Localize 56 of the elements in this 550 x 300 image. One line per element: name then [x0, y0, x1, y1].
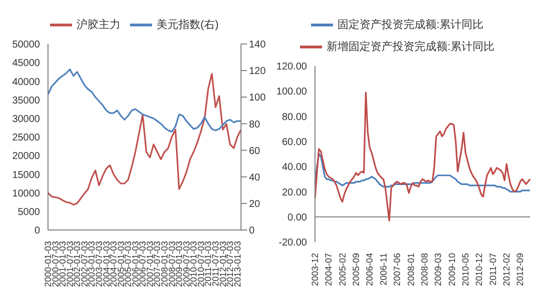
y-tick-label: 15000: [12, 170, 40, 181]
x-tick-label: 2008-08: [419, 253, 430, 286]
x-tick-label: 2000-01-03: [43, 241, 53, 288]
y2-tick-label: 20: [249, 198, 261, 210]
line-series: [314, 92, 531, 222]
y2-tick-label: 140: [249, 40, 266, 51]
line-series: [47, 68, 242, 132]
y-tick-label: 0: [34, 226, 40, 237]
y-tick-label: 10000: [12, 188, 40, 200]
line-series: [47, 72, 242, 206]
y2-tick-label: 0: [249, 226, 255, 237]
legend-label: 固定资产投资完成额:累计同比: [337, 18, 484, 31]
x-tick-label: 2010-05: [460, 253, 470, 286]
y-tick-label: 20.00: [282, 187, 308, 198]
x-tick-label: 2011-07: [488, 253, 498, 286]
legend-label: 美元指数(右): [156, 18, 219, 31]
legend-label: 新增固定资产投资完成额:累计同比: [326, 40, 495, 53]
y-tick-label: 20000: [12, 151, 40, 162]
y-tick-label: 25000: [12, 132, 40, 144]
x-tick-label: 2004-01-03: [101, 241, 112, 288]
x-tick-label: 2005-02: [337, 253, 348, 286]
y-tick-label: 120.00: [276, 62, 308, 73]
x-tick-label: 2007-06: [392, 253, 402, 286]
y-tick-label: 80.00: [282, 112, 308, 123]
x-tick-label: 2006-11: [378, 253, 388, 286]
y-tick-label: 5000: [18, 206, 40, 218]
y2-tick-label: 60: [249, 146, 261, 157]
y-tick-label: 50000: [12, 40, 40, 51]
y2-tick-label: 120: [249, 66, 266, 78]
y-tick-label: 0.00: [288, 212, 308, 224]
y2-tick-label: 80: [249, 119, 261, 130]
x-tick-label: 2009-10: [446, 253, 457, 286]
y2-tick-label: 100: [249, 92, 266, 104]
x-tick-label: 2010-12: [474, 253, 484, 286]
y-tick-label: 35000: [12, 95, 40, 106]
y-tick-label: -20.00: [278, 238, 308, 249]
x-tick-label: 2008-01: [406, 253, 416, 286]
x-tick-label: 2012-02: [502, 253, 512, 286]
x-tick-label: 2000-07-03: [50, 241, 60, 288]
x-tick-label: 2012-09: [515, 253, 526, 286]
x-tick-label: 2007-07-03: [152, 241, 162, 288]
y-tick-label: 60.00: [282, 136, 308, 148]
x-tick-label: 2003-12: [310, 253, 320, 286]
y-tick-label: 100.00: [276, 86, 308, 98]
line-series: [314, 153, 531, 193]
x-tick-label: 2005-09: [351, 253, 362, 286]
y-tick-label: 30000: [12, 114, 40, 125]
x-tick-label: 2009-03: [433, 253, 444, 286]
legend-label: 沪胶主力: [76, 18, 120, 31]
y2-tick-label: 40: [249, 172, 261, 184]
x-tick-label: 2011-01-03: [203, 241, 214, 286]
y-tick-label: 45000: [12, 58, 40, 70]
x-tick-label: 2006-04: [364, 253, 375, 286]
y-tick-label: 40000: [12, 76, 40, 88]
y-tick-label: 40.00: [282, 162, 308, 174]
x-tick-label: 2004-07: [324, 253, 334, 286]
